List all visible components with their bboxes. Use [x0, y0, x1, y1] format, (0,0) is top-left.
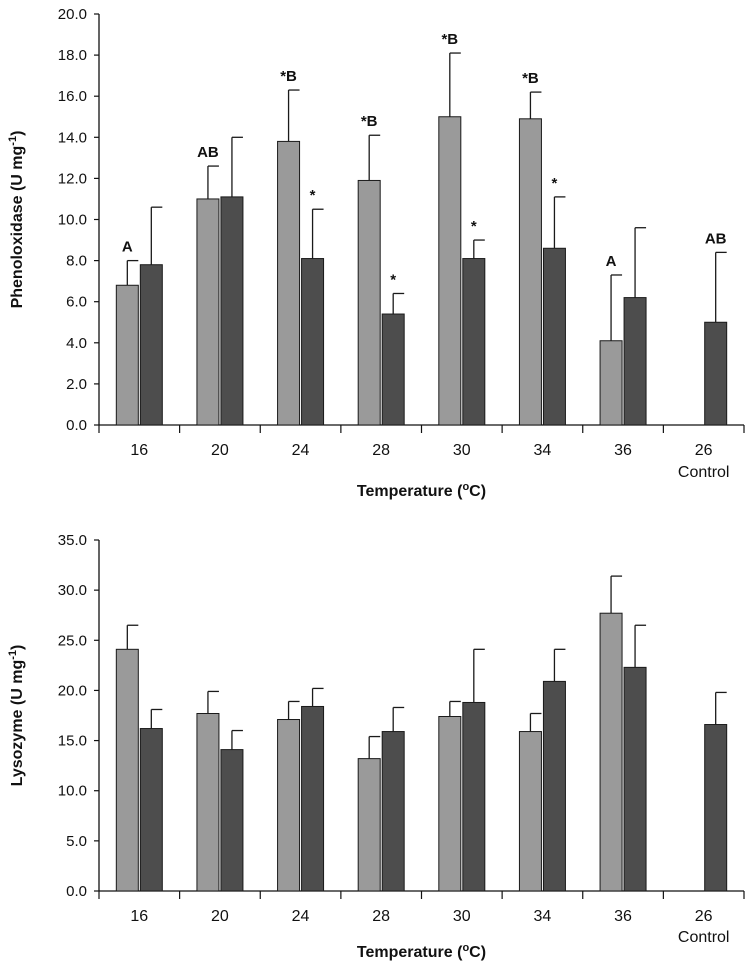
significance-label: AB	[705, 230, 727, 247]
bar-series2	[704, 321, 728, 426]
bar-series1	[438, 716, 462, 892]
x-tick-label: 28	[372, 442, 390, 459]
x-tick-label: 36	[614, 908, 632, 925]
y-tick-label: 0.0	[66, 417, 87, 434]
x-tick-label: 26	[695, 908, 713, 925]
y-tick-label: 12.0	[58, 170, 87, 187]
bar-series2	[301, 705, 325, 892]
bar-series1	[277, 719, 301, 892]
x-tick-label: 30	[453, 442, 471, 459]
bar-series1	[518, 731, 542, 892]
x-tick-label: 20	[211, 442, 229, 459]
x-tick-label: 24	[292, 442, 310, 459]
bar-series2	[623, 666, 647, 892]
y-tick-label: 10.0	[58, 783, 87, 800]
bar-series2	[220, 196, 244, 426]
y-tick-label: 0.0	[66, 883, 87, 900]
x-tick-label: 30	[453, 908, 471, 925]
y-axis-title: Phenoloxidase (U mg-1)	[7, 131, 26, 309]
significance-label: *	[390, 271, 396, 288]
y-tick-label: 20.0	[58, 682, 87, 699]
significance-label: A	[606, 253, 617, 270]
bar-series1	[357, 758, 381, 892]
bar-series2	[301, 258, 325, 426]
bar-series1	[196, 198, 220, 426]
x-tick-label: 34	[534, 442, 552, 459]
bar-series1	[599, 612, 623, 892]
y-tick-label: 18.0	[58, 47, 87, 64]
y-tick-label: 6.0	[66, 294, 87, 311]
x-tick-sublabel: Control	[678, 929, 730, 946]
bar-series1	[357, 179, 381, 426]
y-tick-label: 25.0	[58, 632, 87, 649]
x-tick-label: 24	[292, 908, 310, 925]
y-tick-label: 8.0	[66, 253, 87, 270]
y-tick-label: 30.0	[58, 582, 87, 599]
x-tick-label: 36	[614, 442, 632, 459]
bar-series2	[542, 247, 566, 426]
significance-label: *	[471, 218, 477, 235]
y-tick-label: 5.0	[66, 833, 87, 850]
bar-series2	[623, 297, 647, 426]
x-tick-label: 34	[534, 908, 552, 925]
significance-label: *B	[441, 31, 458, 48]
bar-series2	[381, 313, 405, 426]
bar-series1	[115, 648, 139, 892]
y-tick-label: 15.0	[58, 733, 87, 750]
bar-series2	[462, 701, 486, 892]
bar-series2	[139, 728, 163, 892]
y-tick-label: 16.0	[58, 88, 87, 105]
y-axis-title: Lysozyme (U mg-1)	[7, 645, 26, 787]
x-tick-label: 16	[130, 442, 148, 459]
bar-series2	[220, 749, 244, 892]
y-tick-label: 20.0	[58, 6, 87, 23]
significance-label: A	[122, 239, 133, 256]
significance-label: AB	[197, 144, 219, 161]
bar-series2	[542, 680, 566, 892]
bar-series2	[462, 258, 486, 426]
bar-series1	[196, 712, 220, 892]
significance-label: *B	[522, 70, 539, 87]
bar-series2	[139, 264, 163, 426]
x-tick-label: 26	[695, 442, 713, 459]
bar-series1	[518, 118, 542, 426]
y-tick-label: 10.0	[58, 212, 87, 229]
y-tick-label: 2.0	[66, 376, 87, 393]
significance-label: *B	[361, 113, 378, 130]
bar-series2	[381, 731, 405, 892]
x-tick-label: 16	[130, 908, 148, 925]
bar-series1	[277, 140, 301, 426]
y-tick-label: 35.0	[58, 532, 87, 549]
x-axis-title: Temperature (oC)	[357, 481, 486, 500]
y-tick-label: 4.0	[66, 335, 87, 352]
bar-series1	[438, 116, 462, 426]
significance-label: *	[552, 175, 558, 192]
x-tick-label: 20	[211, 908, 229, 925]
x-tick-label: 28	[372, 908, 390, 925]
significance-label: *	[310, 187, 316, 204]
y-tick-label: 14.0	[58, 129, 87, 146]
x-axis-title: Temperature (oC)	[357, 942, 486, 961]
bar-series2	[704, 724, 728, 892]
bar-series1	[599, 340, 623, 426]
x-tick-sublabel: Control	[678, 464, 730, 481]
bar-series1	[115, 284, 139, 426]
significance-label: *B	[280, 68, 297, 85]
